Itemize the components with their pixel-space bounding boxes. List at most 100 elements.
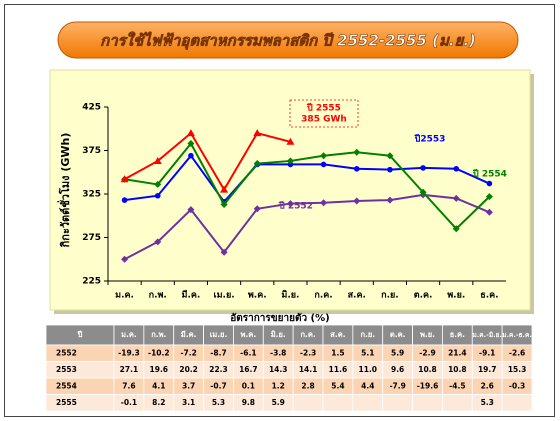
cell-text: 10.8 <box>448 365 467 374</box>
cell-text: 14.1 <box>299 365 318 374</box>
cell-text: 22.3 <box>209 365 228 374</box>
header-text: เม.ย. <box>210 330 228 339</box>
cell-text: 5.1 <box>361 348 374 357</box>
point <box>186 129 195 137</box>
point <box>220 200 228 208</box>
point <box>485 193 493 201</box>
cell-text: 5.3 <box>481 398 494 407</box>
cell-text: 16.7 <box>239 365 258 374</box>
cell-text: 8.2 <box>152 398 165 407</box>
annotation: 385 GWh <box>301 115 347 125</box>
cell-text: 1.2 <box>272 381 285 390</box>
y-tick-label: 275 <box>82 233 101 243</box>
point <box>353 165 360 172</box>
point <box>320 152 328 160</box>
point <box>452 194 460 202</box>
header-text: มิ.ย. <box>271 330 286 339</box>
point <box>153 156 162 164</box>
cell-text: 3.1 <box>182 398 195 407</box>
y-axis-label: กิกะวัตต์ชั่วโมง (GWh) <box>57 133 72 248</box>
cell-text: 19.6 <box>150 365 169 374</box>
cell-text: -8.7 <box>210 348 226 357</box>
cell-text: -4.5 <box>449 381 465 390</box>
point <box>154 192 161 199</box>
x-tick-label: พ.ย. <box>447 291 465 301</box>
header-text: พ.ย. <box>420 330 435 339</box>
x-tick-label: ก.ย. <box>381 291 399 301</box>
x-tick-label: ส.ค. <box>348 291 366 301</box>
cell-text: 2554 <box>56 381 77 390</box>
cell <box>501 394 533 412</box>
table-title: อัตราการขยายตัว (%) <box>230 312 329 324</box>
point <box>121 255 129 263</box>
annotation: ปี2553 <box>413 134 445 145</box>
point <box>154 180 162 188</box>
cell-text: 9.6 <box>391 365 404 374</box>
cell-text: 27.1 <box>120 365 139 374</box>
header-text: มี.ค. <box>181 330 197 339</box>
cell-text: 5.9 <box>391 348 404 357</box>
cell-text: -2.3 <box>300 348 316 357</box>
x-tick-label: ต.ค. <box>414 291 433 301</box>
point <box>121 197 128 203</box>
header-text: พ.ค. <box>241 330 257 339</box>
cell-text: 10.8 <box>418 365 437 374</box>
header-text: ม.ค. <box>121 330 137 339</box>
cell-text: -6.1 <box>240 348 256 357</box>
header-text: ม.ค.-มิ.ย. <box>473 331 502 339</box>
point <box>419 188 427 196</box>
cell-text: 2.8 <box>301 381 314 390</box>
cell-text: -7.2 <box>180 348 196 357</box>
point <box>286 200 294 208</box>
cell <box>442 394 473 412</box>
chart-title: การใช้ไฟฟ้าอุตสาหกรรมพลาสติก ปี 2552-255… <box>100 32 476 51</box>
cell-text: 19.7 <box>478 365 497 374</box>
point <box>320 161 327 168</box>
header-text: ก.ย. <box>360 330 375 339</box>
point <box>286 137 295 145</box>
cell-text: -0.3 <box>509 381 525 390</box>
header-text: ธ.ค. <box>450 330 465 339</box>
point <box>220 248 228 256</box>
series-line <box>124 141 491 231</box>
point <box>154 238 162 246</box>
point <box>188 152 194 159</box>
cell-text: -10.2 <box>148 348 170 357</box>
cell-text: 2555 <box>56 398 77 407</box>
cell-text: 1.5 <box>331 348 344 357</box>
series-line <box>124 131 291 192</box>
point <box>253 129 262 137</box>
point <box>353 148 361 156</box>
point <box>486 180 493 187</box>
point <box>420 165 426 171</box>
table: ปี ม.ค. ก.พ. มี.ค. เม.ย. พ.ค. มิ.ย. ก.ค. ส.ค. ก.ย… <box>45 324 533 412</box>
cell-text: 4.4 <box>361 381 374 390</box>
point <box>187 206 195 214</box>
cell-text: 2553 <box>56 365 77 374</box>
cell-text: 15.3 <box>508 365 527 374</box>
title-pill <box>57 21 519 59</box>
cell-text: -9.1 <box>479 348 495 357</box>
x-tick-label: ม.ค. <box>115 291 134 301</box>
cell-text: 20.2 <box>179 365 198 374</box>
cell-text: 14.3 <box>269 365 288 374</box>
header-text: ต.ค. <box>390 330 406 339</box>
cell <box>292 394 324 412</box>
point <box>485 208 493 216</box>
cell-text: -0.1 <box>121 398 137 407</box>
cell-text: 11.0 <box>359 365 378 374</box>
point <box>220 185 229 193</box>
y-tick-label: 425 <box>82 103 101 113</box>
cell-text: -19.3 <box>118 348 140 357</box>
annotation: ปี 2555 <box>306 103 341 114</box>
y-tick-label: 225 <box>82 277 101 287</box>
point <box>386 196 394 204</box>
x-tick-label: ธ.ค. <box>480 291 498 301</box>
x-tick-label: มี.ค. <box>181 290 200 301</box>
series-line <box>124 193 490 261</box>
point <box>120 175 129 183</box>
cell-text: 9.8 <box>242 398 255 407</box>
point <box>320 199 328 207</box>
cell-text: -7.9 <box>389 381 405 390</box>
cell-text: 4.1 <box>152 381 165 390</box>
